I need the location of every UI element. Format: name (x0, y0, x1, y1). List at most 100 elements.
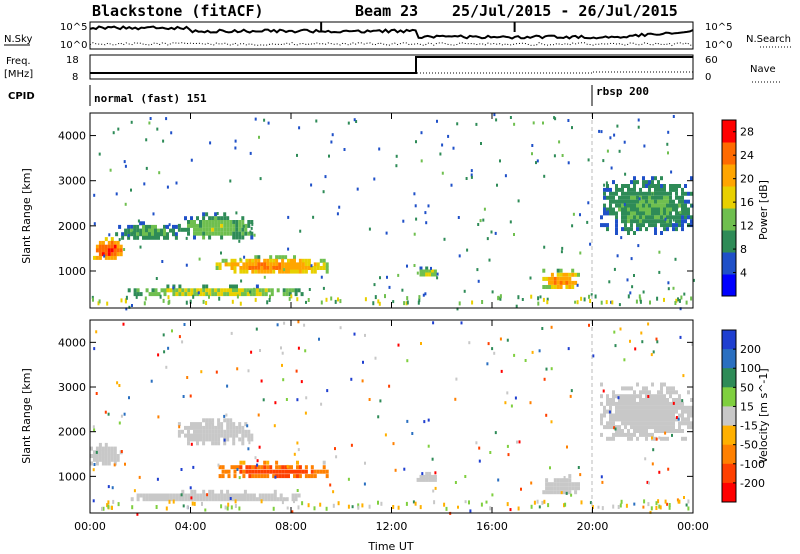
noise-cell (478, 446, 481, 450)
echo-cell (187, 437, 190, 442)
echo-cell (241, 433, 245, 438)
noise-cell (494, 431, 497, 435)
echo-cell (666, 215, 669, 220)
noise-cell (570, 389, 573, 393)
echo-cell (249, 497, 253, 502)
echo-cell (241, 441, 245, 446)
noise-cell (538, 505, 541, 509)
echo-cell (104, 255, 108, 260)
echo-cell (666, 390, 669, 395)
noise-cell (93, 222, 96, 226)
echo-cell (648, 432, 651, 437)
noise-cell (454, 397, 457, 401)
search-noise-trace (89, 41, 694, 47)
freq-panel-frame (89, 54, 694, 80)
echo-cell (184, 292, 188, 297)
echo-cell (654, 398, 657, 402)
echo-cell (208, 235, 212, 240)
echo-cell (678, 184, 681, 188)
echo-cell (630, 219, 633, 224)
echo-cell (217, 288, 221, 293)
echo-cell (214, 231, 218, 236)
echo-cell (630, 191, 633, 196)
echo-cell (290, 465, 293, 470)
echo-cell (142, 497, 146, 502)
noise-cell (567, 347, 570, 351)
echo-cell (227, 262, 231, 267)
noise-cell (293, 452, 296, 456)
echo-cell (278, 262, 282, 267)
noise-cell (225, 413, 228, 417)
echo-cell (545, 285, 549, 289)
echo-cell (639, 405, 642, 410)
echo-cell (110, 248, 114, 253)
noise-cell (683, 496, 685, 499)
ground-scatter-cell (339, 299, 342, 304)
echo-cell (422, 272, 426, 277)
echo-cell (657, 195, 660, 200)
noise-cell (331, 133, 334, 137)
echo-cell (163, 497, 167, 502)
echo-cell (630, 187, 633, 192)
noise-cell (682, 374, 685, 378)
echo-cell (322, 469, 326, 474)
echo-cell (639, 429, 642, 433)
echo-cell (648, 184, 651, 188)
echo-cell (642, 211, 645, 216)
echo-cell (654, 417, 657, 422)
echo-cell (184, 497, 188, 502)
echo-cell (101, 454, 105, 458)
noise-cell (641, 340, 644, 344)
echo-cell (636, 405, 639, 410)
power-colorbar-label: Power [dB] (757, 180, 770, 240)
noise-cell (679, 335, 682, 339)
echo-cell (208, 429, 212, 434)
echo-cell (669, 425, 672, 430)
ground-scatter-cell (347, 504, 350, 509)
noise-cell (291, 510, 294, 514)
echo-cell (310, 474, 314, 479)
echo-cell (648, 409, 651, 414)
echo-cell (275, 460, 279, 465)
echo-cell (609, 187, 612, 192)
echo-cell (672, 187, 675, 192)
echo-cell (241, 425, 245, 430)
echo-cell (184, 433, 187, 438)
echo-cell (229, 429, 233, 434)
echo-cell (136, 228, 140, 233)
noise-cell (276, 323, 279, 327)
echo-cell (136, 292, 140, 297)
echo-cell (600, 432, 603, 437)
ground-scatter-cell (319, 502, 322, 507)
echo-cell (258, 292, 262, 297)
echo-cell (116, 454, 120, 458)
echo-cell (624, 207, 627, 212)
echo-cell (110, 237, 114, 242)
echo-cell (669, 417, 672, 422)
noise-cell (500, 369, 503, 373)
ground-scatter-cell (517, 295, 520, 300)
noise-cell (296, 489, 299, 492)
echo-cell (284, 262, 288, 267)
ground-scatter-cell (112, 499, 115, 504)
ground-scatter-cell (576, 300, 579, 305)
echo-cell (196, 216, 199, 221)
echo-cell (612, 199, 615, 204)
noise-cell (180, 468, 183, 471)
echo-cell (431, 474, 434, 479)
echo-cell (217, 441, 221, 446)
echo-cell (681, 401, 684, 406)
echo-cell (684, 184, 687, 188)
ground-scatter-cell (499, 296, 502, 301)
nave-tick-high: 60 (705, 55, 718, 66)
echo-cell (214, 437, 218, 442)
ground-scatter-cell (406, 300, 409, 305)
ground-scatter-cell (541, 500, 544, 505)
echo-cell (113, 255, 117, 260)
ground-scatter-cell (167, 295, 170, 300)
colorbar-tick-label: 16 (740, 196, 754, 209)
echo-cell (687, 417, 690, 422)
echo-cell (255, 292, 259, 297)
echo-cell (214, 288, 218, 293)
ground-scatter-cell (337, 501, 340, 506)
